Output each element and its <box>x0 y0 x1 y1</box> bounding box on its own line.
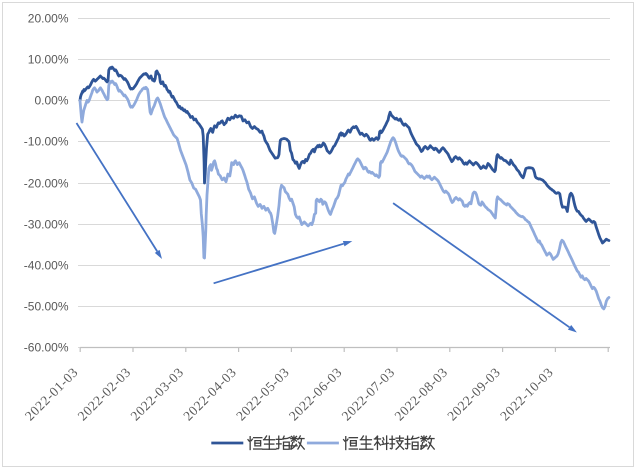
svg-text:-40.00%: -40.00% <box>24 259 69 273</box>
svg-text:10.00%: 10.00% <box>28 53 69 67</box>
svg-text:-60.00%: -60.00% <box>24 341 69 355</box>
svg-text:-50.00%: -50.00% <box>24 300 69 314</box>
svg-text:-10.00%: -10.00% <box>24 135 69 149</box>
svg-text:-30.00%: -30.00% <box>24 218 69 232</box>
svg-text:20.00%: 20.00% <box>28 12 69 26</box>
svg-text:-20.00%: -20.00% <box>24 177 69 191</box>
svg-text:0.00%: 0.00% <box>34 94 68 108</box>
